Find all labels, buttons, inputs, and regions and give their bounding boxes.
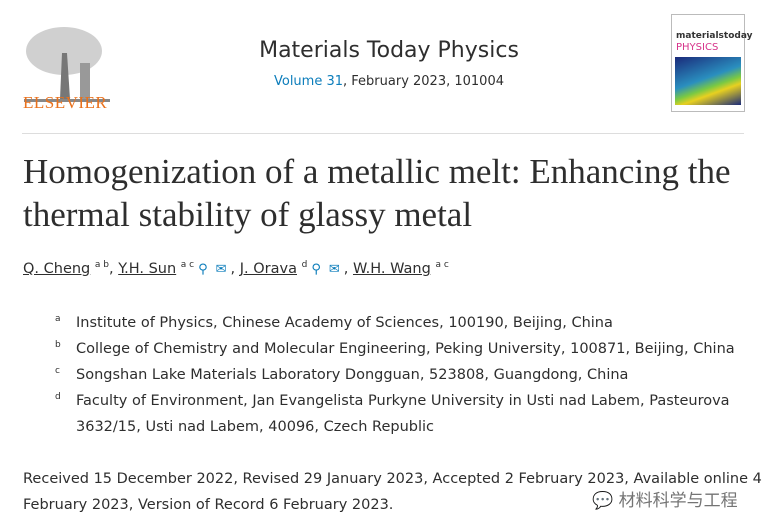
elsevier-tree-logo[interactable]: [22, 14, 112, 112]
volume-link[interactable]: Volume 31: [273, 74, 344, 89]
publication-dates: Received 15 December 2022, Revised 29 Ja…: [23, 471, 762, 513]
wechat-icon: 💬: [592, 491, 614, 511]
author-list: Q. Cheng a b, Y.H. Sun a c ⚲ ✉, J. Orava d…: [23, 260, 449, 277]
author-link[interactable]: W.H. Wang: [352, 260, 431, 277]
email-icon[interactable]: ✉: [328, 261, 340, 277]
affiliation-item: b College of Chemistry and Molecular Engi…: [55, 340, 735, 357]
watermark: 💬 材料科学与工程: [592, 491, 738, 511]
author-affiliation-sup[interactable]: d: [301, 260, 308, 270]
journal-title[interactable]: Materials Today Physics: [259, 38, 519, 63]
volume-info: Volume 31, February 2023, 101004: [273, 74, 504, 89]
cover-image: [675, 57, 741, 105]
person-icon[interactable]: ⚲: [311, 261, 321, 277]
author-affiliation-sup[interactable]: a c: [435, 260, 449, 270]
email-icon[interactable]: ✉: [215, 261, 227, 277]
affiliation-item: d Faculty of Environment, Jan Evangelista…: [55, 392, 730, 435]
affiliations: a Institute of Physics, Chinese Academy o…: [55, 310, 778, 440]
article-title: Homogenization of a metallic melt: Enhan…: [23, 152, 731, 234]
person-icon[interactable]: ⚲: [198, 261, 208, 277]
journal-cover[interactable]: materialstoday PHYSICS: [671, 14, 753, 112]
author-link[interactable]: J. Orava: [239, 260, 297, 277]
divider: [22, 133, 744, 134]
affiliation-item: a Institute of Physics, Chinese Academy o…: [55, 314, 613, 331]
author-link[interactable]: Y.H. Sun: [118, 260, 177, 277]
affiliation-item: c Songshan Lake Materials Laboratory Dong…: [55, 366, 629, 383]
author-affiliation-sup[interactable]: a c: [180, 260, 195, 270]
author-affiliation-sup[interactable]: a b: [94, 260, 109, 270]
author-link[interactable]: Q. Cheng: [23, 260, 91, 277]
elsevier-wordmark[interactable]: ELSEVIER: [23, 93, 108, 112]
